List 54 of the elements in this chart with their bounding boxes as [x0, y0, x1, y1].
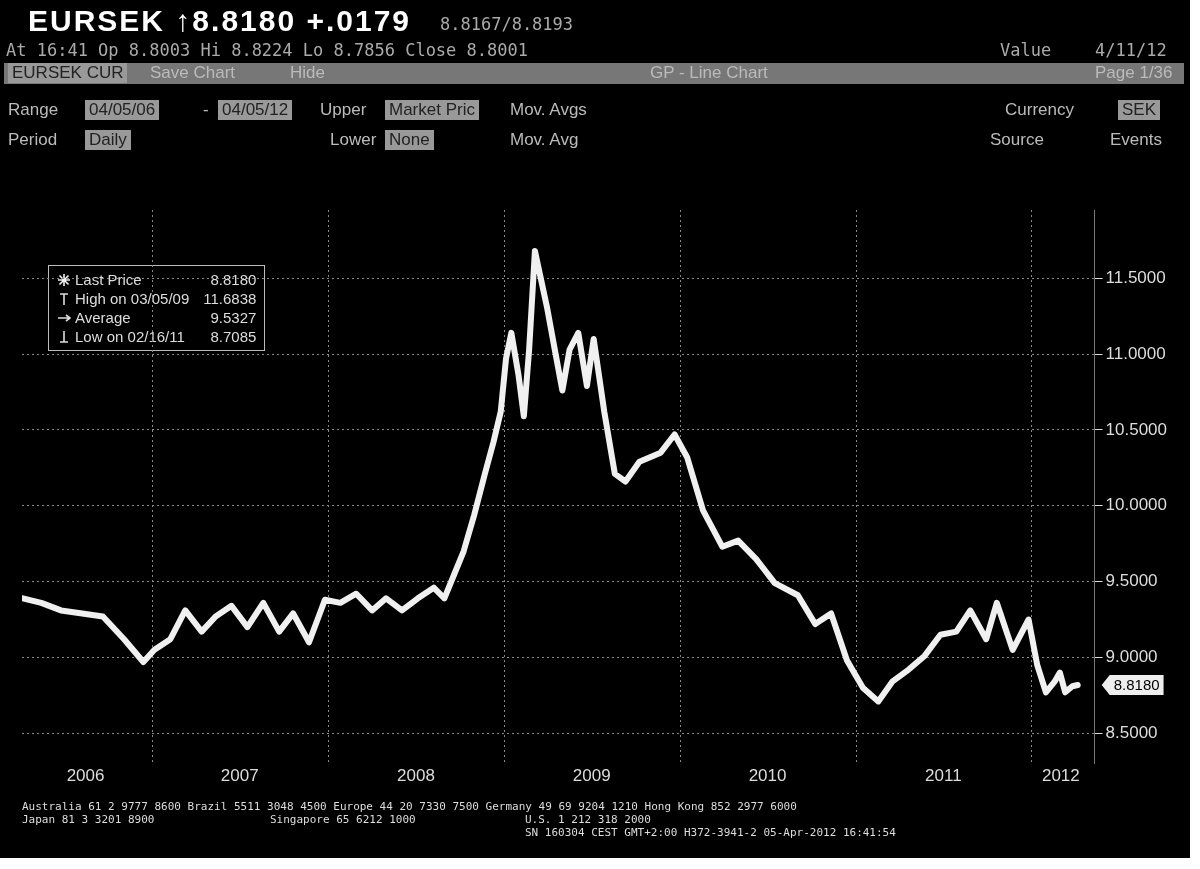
text: Lower: [330, 130, 377, 150]
text: Market Pric: [385, 100, 479, 120]
annotation: High on 03/05/09: [75, 290, 190, 307]
text: None: [385, 130, 434, 150]
x-tick-label: 2007: [220, 766, 259, 786]
y-tick-label: 11.5000: [1105, 267, 1166, 287]
annotation: 8.7085: [209, 328, 257, 345]
annotation: Low on 02/16/11: [75, 328, 185, 345]
x-tick-label: 2009: [572, 766, 611, 786]
text: 04/05/06: [85, 100, 160, 120]
text: Upper: [320, 100, 367, 120]
y-tick-label: 10.5000: [1105, 419, 1167, 439]
text: Australia 61 2 9777 8600 Brazil 5511 3048 4500 Europe 44 20 7330 7500 Germany 49 69 9204 1210 Hong Kong 852 2977 6000: [22, 800, 797, 813]
text: Save Chart: [150, 63, 236, 83]
x-tick-label: 2008: [397, 766, 435, 786]
text: EURSEK CUR: [8, 63, 128, 83]
text: SN 160304 CEST GMT+2:00 H372-3941-2 05-Apr-2012 16:41:54: [525, 826, 896, 839]
annotation: 8.8180: [1113, 676, 1160, 694]
x-tick-label: 2006: [66, 766, 105, 786]
chart-title: EURSEK ↑8.8180 +.0179: [28, 4, 412, 38]
text: Period: [8, 130, 58, 150]
text: Events: [1110, 130, 1162, 150]
text: SEK: [1118, 100, 1161, 120]
x-tick-label: 2010: [748, 766, 787, 786]
text: -: [203, 100, 209, 120]
text: Mov. Avg: [510, 130, 579, 150]
annotation: 9.5327: [209, 309, 257, 326]
y-tick-label: 11.0000: [1105, 343, 1166, 363]
y-tick-label: 10.0000: [1105, 495, 1167, 515]
text: 8.8167/8.8193: [440, 14, 574, 34]
text: Range: [8, 100, 59, 120]
annotation: Average: [75, 309, 131, 326]
legend-label: Last Price: [75, 271, 142, 288]
text: Currency: [1005, 100, 1074, 120]
text: 4/11/12: [1095, 40, 1167, 60]
text: 04/05/12: [218, 100, 293, 120]
text: Source: [990, 130, 1044, 150]
text: Mov. Avgs: [510, 100, 587, 120]
text: GP - Line Chart: [650, 63, 768, 83]
x-tick-label: 2011: [925, 766, 962, 786]
annotation: 11.6838: [202, 290, 257, 307]
text: Page 1/36: [1095, 63, 1173, 83]
x-tick-label: 2012: [1041, 766, 1080, 786]
text: Hide: [290, 63, 325, 83]
text: U.S. 1 212 318 2000: [525, 813, 651, 826]
y-tick-label: 8.5000: [1105, 722, 1158, 742]
text: Japan 81 3 3201 8900: [22, 813, 155, 826]
text: Value: [1000, 40, 1052, 60]
y-tick-label: 9.5000: [1105, 571, 1158, 591]
annotation: 8.8180: [209, 271, 257, 288]
y-tick-label: 9.0000: [1105, 647, 1158, 667]
text: Singapore 65 6212 1000: [270, 813, 416, 826]
text: Daily: [85, 130, 131, 150]
chart-subtitle: At 16:41 Op 8.8003 Hi 8.8224 Lo 8.7856 Close 8.8001: [6, 40, 528, 60]
